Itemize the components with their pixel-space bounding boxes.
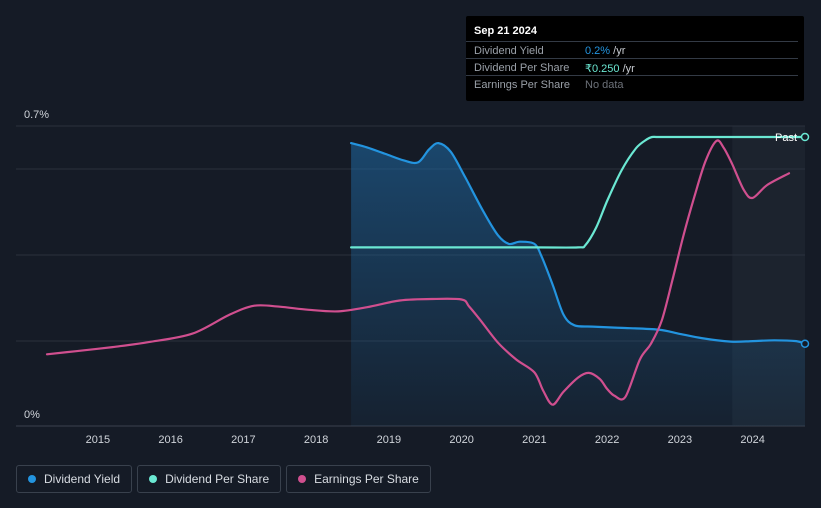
legend-label: Earnings Per Share	[314, 472, 419, 486]
tooltip-value-number: 0.2%	[585, 45, 611, 57]
dividend-per-share-line	[350, 135, 807, 249]
tooltip-row-dividend-yield: Dividend Yield 0.2% /yr	[466, 41, 798, 59]
tooltip-value: ₹0.250 /yr	[585, 62, 635, 75]
series-lines	[45, 135, 807, 406]
legend-label: Dividend Yield	[44, 472, 121, 486]
tooltip-value-unit: /yr	[610, 45, 626, 57]
x-tick-label: 2018	[304, 434, 328, 446]
legend-dot-icon	[298, 475, 307, 483]
legend-dot-icon	[149, 475, 158, 483]
x-tick-label: 2021	[522, 434, 546, 446]
past-label: Past	[775, 132, 797, 144]
tooltip-value: 0.2% /yr	[585, 45, 625, 57]
tooltip-row-earnings-per-share: Earnings Per Share No data	[466, 75, 798, 93]
series-areas	[351, 143, 805, 426]
x-tick-label: 2023	[668, 434, 692, 446]
chart-legend: Dividend Yield Dividend Per Share Earnin…	[16, 465, 431, 493]
x-tick-label: 2016	[158, 434, 182, 446]
tooltip-value: No data	[585, 79, 624, 91]
x-tick-label: 2022	[595, 434, 619, 446]
y-tick-label-top: 0.7%	[24, 109, 49, 121]
tooltip-value-number: ₹0.250	[585, 63, 620, 75]
dividend-yield-line	[350, 142, 807, 345]
tooltip-label: Dividend Yield	[474, 45, 544, 57]
dividend-yield-area	[351, 143, 805, 426]
tooltip-date: Sep 21 2024	[474, 25, 537, 37]
x-tick-label: 2020	[449, 434, 473, 446]
legend-label: Dividend Per Share	[165, 472, 270, 486]
tooltip-row-dividend-per-share: Dividend Per Share ₹0.250 /yr	[466, 58, 798, 76]
legend-item-dividend-per-share[interactable]: Dividend Per Share	[137, 465, 282, 493]
tooltip-value-unit: /yr	[619, 63, 635, 75]
earnings-per-share-line	[45, 139, 791, 406]
dividend-yield-end-marker	[800, 339, 810, 348]
tooltip-label: Earnings Per Share	[474, 79, 570, 91]
hover-tooltip: Sep 21 2024 Dividend Yield 0.2% /yr Divi…	[466, 16, 804, 101]
x-tick-label: 2015	[86, 434, 110, 446]
x-tick-label: 2017	[231, 434, 255, 446]
tooltip-value-number: No data	[585, 79, 624, 91]
legend-item-dividend-yield[interactable]: Dividend Yield	[16, 465, 133, 493]
y-tick-label-bottom: 0%	[24, 409, 40, 421]
x-tick-label: 2019	[377, 434, 401, 446]
x-tick-label: 2024	[740, 434, 764, 446]
tooltip-label: Dividend Per Share	[474, 62, 570, 74]
legend-dot-icon	[28, 475, 36, 483]
y-axis: 0.7% 0%	[24, 109, 49, 421]
x-axis: 2015 2016 2017 2018 2019 2020 2021 2022 2023 2024	[86, 434, 765, 446]
end-markers	[800, 132, 810, 348]
dividend-per-share-end-marker	[800, 132, 810, 142]
legend-item-earnings-per-share[interactable]: Earnings Per Share	[286, 465, 431, 493]
